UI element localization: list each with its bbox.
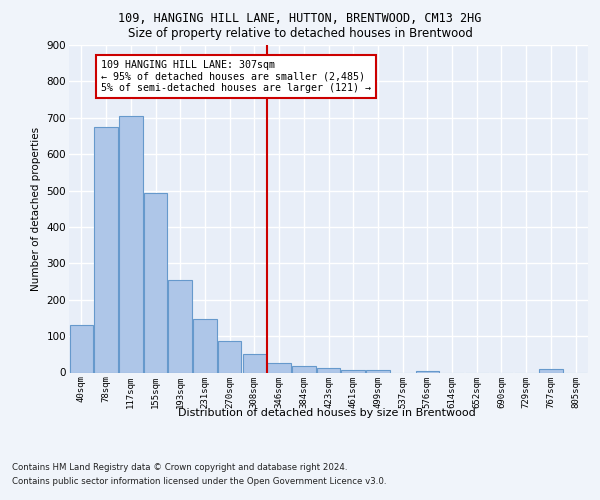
Text: Distribution of detached houses by size in Brentwood: Distribution of detached houses by size … [178,408,476,418]
Bar [218,341,241,372]
Bar [144,194,167,372]
Bar [268,364,291,372]
Text: 109 HANGING HILL LANE: 307sqm
← 95% of detached houses are smaller (2,485)
5% of: 109 HANGING HILL LANE: 307sqm ← 95% of d… [101,60,371,93]
Text: 109, HANGING HILL LANE, HUTTON, BRENTWOOD, CM13 2HG: 109, HANGING HILL LANE, HUTTON, BRENTWOO… [118,12,482,26]
Text: Size of property relative to detached houses in Brentwood: Size of property relative to detached ho… [128,28,472,40]
Bar [193,318,217,372]
Bar [416,371,439,372]
Y-axis label: Number of detached properties: Number of detached properties [31,126,41,291]
Bar [366,370,389,372]
Bar [341,370,365,372]
Bar [94,127,118,372]
Text: Contains public sector information licensed under the Open Government Licence v3: Contains public sector information licen… [12,478,386,486]
Bar [242,354,266,372]
Bar [292,366,316,372]
Bar [119,116,143,372]
Bar [70,325,93,372]
Text: Contains HM Land Registry data © Crown copyright and database right 2024.: Contains HM Land Registry data © Crown c… [12,462,347,471]
Bar [539,369,563,372]
Bar [317,368,340,372]
Bar [169,280,192,372]
